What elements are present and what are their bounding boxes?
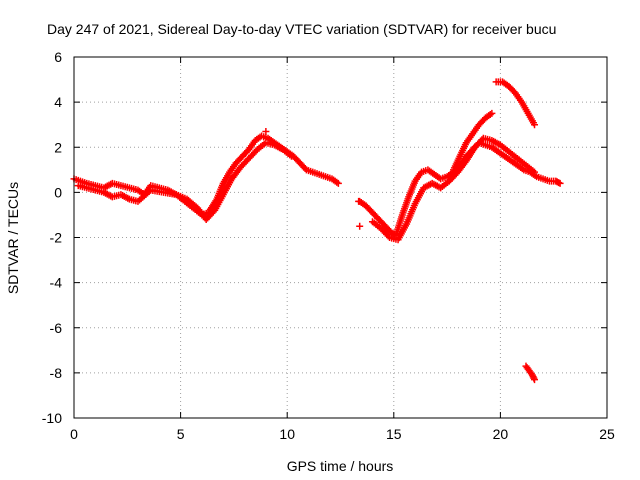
y-tick-label: -10 — [42, 410, 62, 426]
x-tick-label: 25 — [599, 426, 615, 442]
data-point — [334, 179, 342, 187]
y-tick-label: 2 — [54, 139, 62, 155]
y-tick-label: -2 — [50, 230, 63, 246]
data-point — [555, 179, 563, 187]
x-axis-label: GPS time / hours — [287, 458, 394, 474]
grid — [74, 57, 607, 418]
y-tick-label: 6 — [54, 49, 62, 65]
data-point — [287, 152, 295, 160]
data-point — [356, 222, 364, 230]
y-tick-label: -8 — [50, 365, 63, 381]
data-point — [531, 168, 539, 176]
data-point — [556, 179, 564, 187]
data-point — [76, 182, 84, 190]
y-tick-label: 4 — [54, 94, 62, 110]
y-tick-label: -4 — [50, 275, 63, 291]
data-point — [262, 127, 270, 135]
axis-ticks: 0 5 10 15 20 25 -10 -8 -6 -4 -2 0 2 4 6 — [42, 49, 615, 442]
x-tick-label: 0 — [70, 426, 78, 442]
x-tick-label: 5 — [177, 426, 185, 442]
y-axis-label: SDTVAR / TECUs — [5, 182, 21, 294]
data-points — [70, 78, 564, 384]
y-tick-label: -6 — [50, 320, 63, 336]
data-point — [488, 109, 496, 117]
y-tick-label: 0 — [54, 184, 62, 200]
x-tick-label: 15 — [386, 426, 402, 442]
data-point — [531, 376, 539, 384]
data-point — [531, 121, 539, 129]
data-point — [384, 232, 392, 240]
data-point — [355, 197, 363, 205]
x-tick-label: 10 — [279, 426, 295, 442]
x-tick-label: 20 — [493, 426, 509, 442]
chart-title: Day 247 of 2021, Sidereal Day-to-day VTE… — [47, 21, 556, 37]
